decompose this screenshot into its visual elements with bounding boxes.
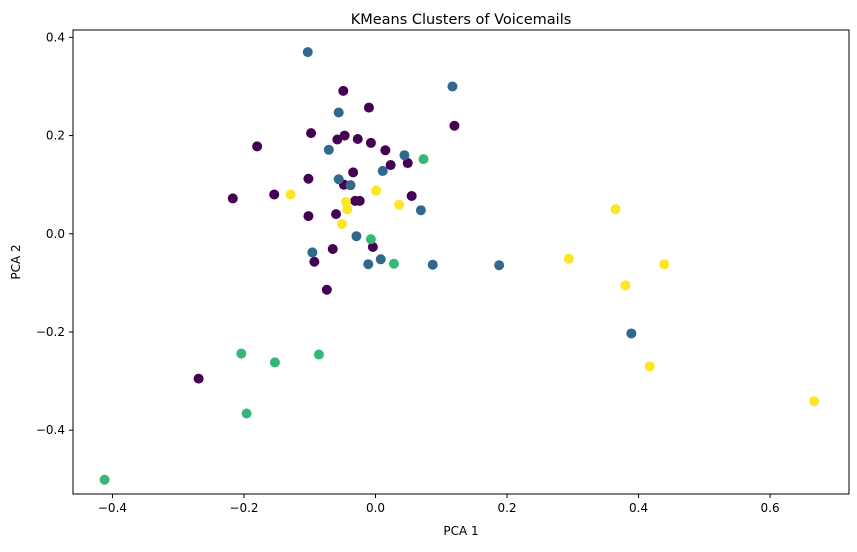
data-point-cluster-0	[406, 190, 417, 201]
data-point-cluster-0	[352, 134, 363, 144]
data-point-cluster-2	[313, 349, 324, 360]
data-point-cluster-1	[333, 107, 344, 118]
data-point-cluster-2	[365, 234, 376, 245]
data-point-cluster-0	[402, 158, 413, 169]
data-point-cluster-0	[380, 145, 391, 156]
data-point-cluster-0	[338, 85, 349, 96]
data-point-cluster-0	[269, 189, 280, 200]
data-point-cluster-3	[610, 204, 621, 215]
data-point-cluster-0	[449, 120, 460, 131]
data-point-cluster-3	[336, 218, 347, 229]
data-point-cluster-0	[365, 137, 376, 148]
x-axis-label: PCA 1	[443, 524, 478, 538]
data-point-cluster-1	[377, 165, 388, 176]
points-layer	[99, 47, 820, 485]
x-tick-label: −0.4	[98, 501, 127, 515]
data-point-cluster-1	[307, 247, 318, 258]
data-point-cluster-1	[333, 174, 344, 185]
ticks-layer: −0.4 −0.2 0.0 0.2 0.4 0.6 −0.4 −0.2 0.0 0.2 0.4	[36, 30, 780, 515]
plot-frame	[72, 29, 850, 495]
data-point-cluster-1	[351, 231, 362, 242]
data-point-cluster-0	[331, 209, 342, 220]
data-point-cluster-0	[252, 141, 263, 152]
data-point-cluster-3	[371, 185, 382, 196]
data-point-cluster-3	[563, 253, 574, 264]
data-point-cluster-0	[321, 284, 332, 295]
y-tick-label: 0.2	[46, 129, 65, 143]
data-point-cluster-1	[302, 47, 313, 58]
data-point-cluster-0	[193, 373, 204, 384]
data-point-cluster-2	[99, 474, 110, 485]
data-point-cluster-2	[418, 154, 429, 165]
data-point-cluster-0	[348, 167, 359, 178]
data-point-cluster-0	[367, 242, 378, 253]
data-point-cluster-1	[399, 150, 410, 161]
data-point-cluster-0	[363, 102, 374, 113]
data-point-cluster-0	[327, 243, 338, 254]
x-tick-label: 0.2	[497, 501, 516, 515]
y-axis-label: PCA 2	[9, 244, 23, 279]
data-point-cluster-2	[269, 357, 280, 368]
data-point-cluster-1	[427, 259, 438, 270]
data-point-cluster-0	[309, 256, 320, 267]
data-point-cluster-1	[345, 180, 356, 191]
data-point-cluster-1	[626, 328, 637, 339]
data-point-cluster-0	[303, 211, 314, 222]
y-tick-label: −0.4	[36, 423, 65, 437]
data-point-cluster-1	[415, 205, 426, 216]
data-point-cluster-1	[494, 260, 505, 271]
data-point-cluster-0	[354, 195, 365, 206]
data-point-cluster-2	[241, 408, 252, 419]
chart-title: KMeans Clusters of Voicemails	[351, 12, 572, 28]
x-tick-label: 0.0	[366, 501, 385, 515]
data-point-cluster-1	[363, 259, 374, 270]
data-point-cluster-0	[303, 173, 314, 184]
data-point-cluster-0	[332, 134, 343, 145]
data-point-cluster-3	[644, 361, 655, 372]
y-tick-label: −0.2	[36, 325, 65, 339]
data-point-cluster-3	[394, 199, 405, 210]
data-point-cluster-1	[375, 254, 386, 265]
data-point-cluster-3	[285, 189, 296, 200]
x-tick-label: −0.2	[229, 501, 258, 515]
data-point-cluster-3	[342, 204, 353, 215]
data-point-cluster-2	[236, 348, 247, 359]
data-point-cluster-1	[323, 144, 334, 155]
y-tick-label: 0.4	[46, 30, 65, 44]
data-point-cluster-0	[306, 128, 317, 139]
data-point-cluster-0	[385, 160, 396, 171]
data-point-cluster-3	[809, 396, 820, 407]
data-point-cluster-3	[620, 280, 631, 291]
data-point-cluster-2	[388, 258, 399, 269]
x-tick-label: 0.6	[761, 501, 780, 515]
data-point-cluster-0	[227, 193, 238, 204]
data-point-cluster-3	[340, 196, 351, 207]
data-point-cluster-3	[659, 259, 670, 270]
y-tick-label: 0.0	[46, 227, 65, 241]
data-point-cluster-1	[447, 81, 458, 92]
x-tick-label: 0.4	[629, 501, 648, 515]
